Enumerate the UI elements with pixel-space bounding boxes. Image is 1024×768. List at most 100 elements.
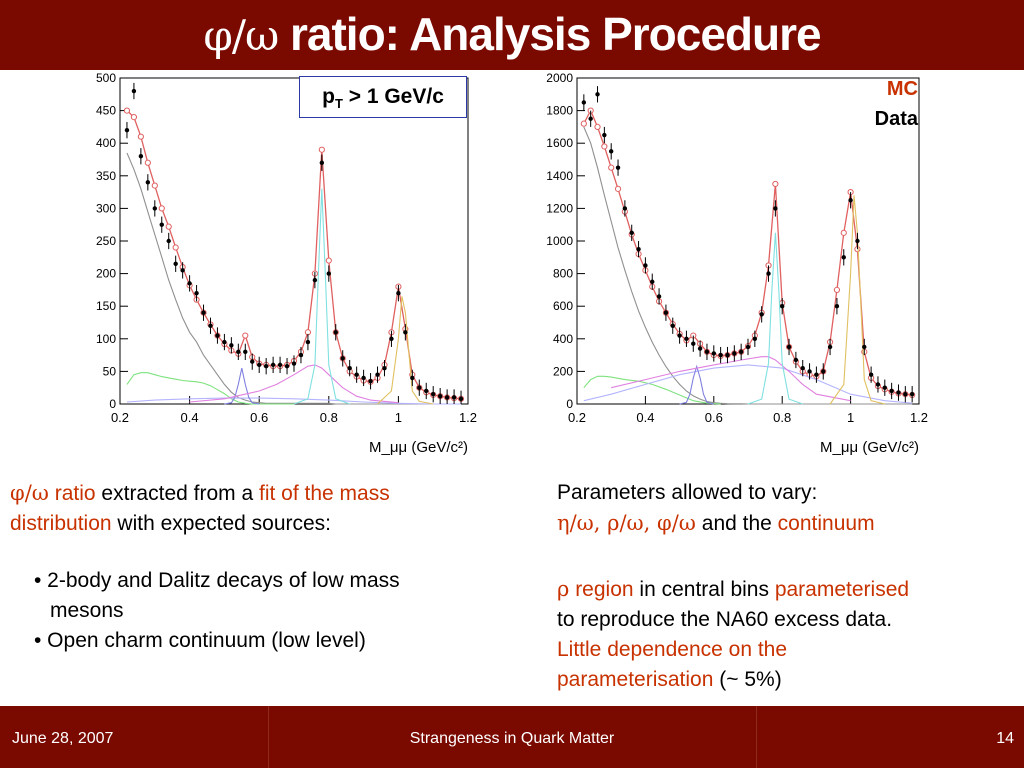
data-point [354,372,359,377]
distribution-text: distribution [10,512,112,535]
percent-text: (~ 5%) [713,668,782,691]
mc-point [601,143,608,150]
sources-text: with expected sources: [111,512,332,535]
slide-title: φ/ω ratio: Analysis Procedure [0,4,1024,66]
y-tick-label: 100 [96,332,116,346]
extracted-text: extracted from a [95,482,259,505]
central-bins-text: in central bins [633,578,775,601]
parameterisation-text: parameterisation [557,668,714,691]
bullet-item-decays: • 2-body and Dalitz decays of low mass [34,569,400,592]
data-point [670,323,675,328]
data-point [780,304,785,309]
data-point [656,294,662,299]
data-point [208,323,213,328]
data-point [298,352,304,358]
series-line-omega_dalitz [126,397,461,405]
mc-point [151,182,158,189]
series-line-continuum [583,126,913,405]
y-tick-label: 350 [96,169,116,183]
data-point [868,372,874,377]
y-tick-label: 1200 [546,201,573,215]
data-point [389,336,394,341]
series-line-rho [611,356,851,402]
x-tick-label: 0.8 [320,410,338,425]
data-point [834,304,840,309]
data-point [615,165,621,170]
y-tick-label: 1400 [546,169,573,183]
footer-bar: June 28, 2007 Strangeness in Quark Matte… [0,706,1024,768]
left-mass-chart: 0 50 100 150 200 250 300 350 400 450 500 0.2 0.4 0.6 0… [96,71,477,456]
data-point [793,357,799,363]
data-point [684,336,689,341]
mc-point [594,123,601,131]
data-point [882,385,887,390]
series-line-omega_dalitz [583,364,913,404]
bullet-item-decays-cont: mesons [50,599,124,622]
data-point [396,290,401,296]
data-point [257,362,262,368]
y-tick-label: 50 [103,364,117,378]
mc-point [242,332,249,339]
x-tick-label: 0.2 [568,410,586,425]
series-line-phi [829,195,885,405]
data-point [215,333,220,338]
data-point [704,349,710,355]
and-the-text: and the [695,512,778,535]
data-point [152,206,157,211]
region-text: region [569,578,634,601]
series-line-omega [293,188,350,405]
data-point [159,222,164,227]
pt-cut-rest: > 1 GeV/c [342,85,444,108]
y-tick-label: 150 [96,299,116,313]
ratio-word: ratio [48,482,96,505]
mc-point [158,205,165,212]
data-point [180,268,185,273]
right-paragraph-1: Parameters allowed to vary: η/ω, ρ/ω, φ/… [557,478,875,539]
footer-page-number: 14 [996,730,1014,747]
data-point [725,352,730,358]
y-tick-label: 600 [553,299,573,313]
data-point [201,310,206,315]
data-point [903,392,908,397]
x-tick-label: 0.6 [705,410,723,425]
data-point [855,238,860,244]
right-paragraph-2: ρ region in central bins parameterised t… [557,574,909,695]
y-tick-label: 1600 [546,136,573,150]
data-point [410,375,415,381]
data-point [277,362,283,368]
y-tick-label: 400 [553,332,573,346]
data-point [821,369,826,374]
data-point [588,116,593,121]
mc-point [614,185,622,192]
data-point [340,356,345,361]
x-tick-label: 1 [395,410,402,425]
data-point [738,349,744,355]
plot-frame [119,77,469,405]
data-point [333,330,338,335]
y-tick-label: 300 [96,201,116,215]
mc-point [165,223,172,230]
data-point [814,372,819,377]
data-point [827,344,833,350]
series-line-phi [377,296,434,405]
pt-cut-label: pT > 1 GeV/c [299,76,467,118]
ratio-symbols: φ/ω [10,481,49,505]
series-line-eta [224,367,260,405]
y-tick-label: 1000 [546,234,573,248]
data-point [284,363,290,369]
data-point [444,395,450,400]
mc-point [772,180,779,188]
params-line: Parameters allowed to vary: [557,481,818,504]
data-point [745,344,751,350]
y-tick-label: 2000 [546,71,573,85]
y-tick-label: 0 [566,397,573,411]
x-tick-label: 1.2 [459,410,477,425]
data-point [291,361,297,366]
data-point [229,343,234,348]
parameterised-text: parameterised [774,578,910,601]
x-tick-label: 0.6 [250,410,268,425]
series-line-eta_dalitz [126,372,294,405]
data-point [166,238,171,244]
y-tick-label: 250 [96,234,116,248]
data-point [581,100,587,105]
